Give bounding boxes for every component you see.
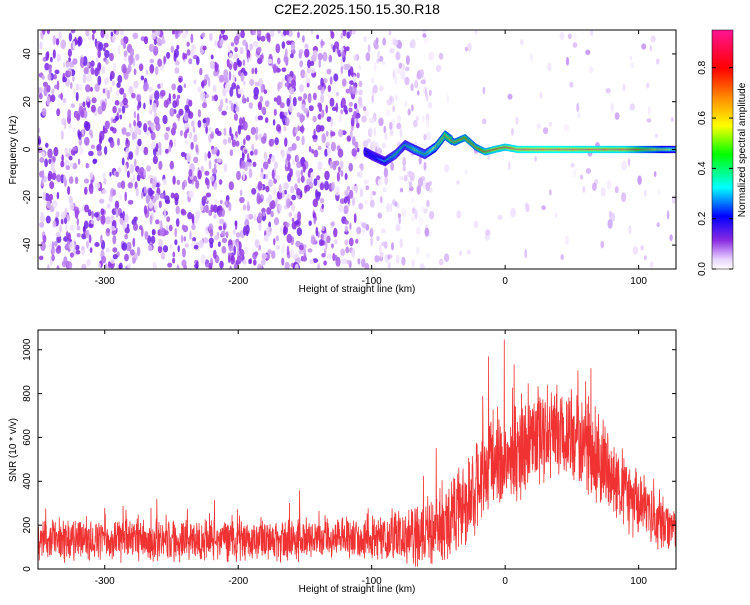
- snr-xtick-label: -200: [228, 576, 248, 587]
- colorbar-gradient: [711, 29, 734, 270]
- snr-ytick-label: 1000: [22, 338, 33, 361]
- snr-xtick-label: -100: [362, 576, 382, 587]
- snr-ytick-label: 400: [22, 473, 33, 490]
- spectrogram-xtick-label: 100: [630, 276, 647, 287]
- chart-title: C2E2.2025.150.15.30.R18: [274, 1, 440, 17]
- spectrogram-xtick-label: -300: [95, 276, 115, 287]
- spectrogram-ytick-label: 40: [22, 48, 33, 60]
- colorbar-ticks: 0.0 0.2 0.4 0.6 0.8: [697, 60, 733, 276]
- spectrogram-ylabel: Frequency (Hz): [8, 116, 19, 185]
- spectrogram-signal-track: [363, 130, 676, 167]
- snr-xlabel: Height of straight line (km): [299, 584, 416, 595]
- spectrogram-xtick-label: -200: [228, 276, 248, 287]
- snr-plot-area: [38, 330, 676, 569]
- spectrogram-xtick-label: -100: [362, 276, 382, 287]
- spectrogram-ytick-label: -20: [22, 190, 33, 205]
- spectrogram-xlabel: Height of straight line (km): [299, 284, 416, 295]
- colorbar-label: Normalized spectral amplitude: [737, 82, 748, 217]
- spectrogram-noise: [38, 30, 676, 269]
- spectrogram-ytick-label: 20: [22, 96, 33, 108]
- snr-frame: [37, 329, 677, 570]
- snr-xtick-label: -300: [95, 576, 115, 587]
- colorbar-tick-label: 0.0: [697, 262, 708, 276]
- snr-ytick-label: 600: [22, 429, 33, 446]
- spectrogram-xtick-label: 0: [502, 276, 508, 287]
- spectrogram-ytick-label: 0: [22, 146, 33, 152]
- snr-series-line: [38, 339, 676, 567]
- colorbar-tick-label: 0.8: [697, 60, 708, 74]
- snr-xtick-label: 0: [502, 576, 508, 587]
- snr-xtick-label: 100: [630, 576, 647, 587]
- colorbar-tick-label: 0.6: [697, 111, 708, 125]
- colorbar: 0.0 0.2 0.4 0.6 0.8 Normalized spectral ampl…: [697, 29, 748, 276]
- snr-ytick-label: 800: [22, 385, 33, 402]
- colorbar-tick-label: 0.2: [697, 211, 708, 225]
- snr-ytick-label: 0: [22, 566, 33, 572]
- snr-ytick-label: 200: [22, 516, 33, 533]
- spectrogram-ytick-label: -40: [22, 237, 33, 252]
- snr-ylabel: SNR (10 * v/v): [8, 418, 19, 482]
- colorbar-tick-label: 0.4: [697, 161, 708, 175]
